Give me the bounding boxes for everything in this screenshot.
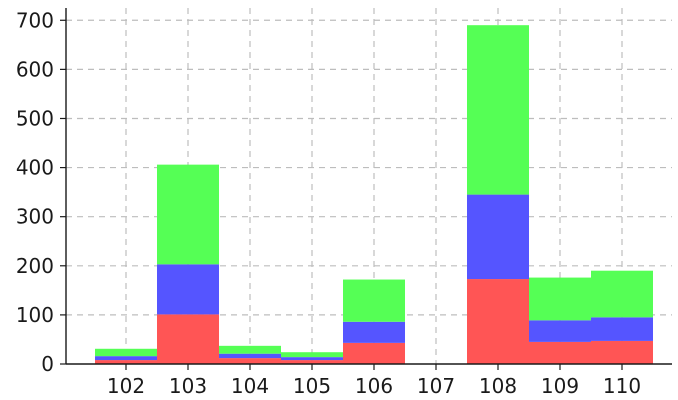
bar-segment-110-0	[591, 340, 653, 364]
x-tick-label: 104	[231, 374, 269, 398]
bar-segment-103-0	[157, 314, 219, 364]
bars	[95, 25, 653, 364]
y-tick-label: 300	[16, 205, 54, 229]
bar-segment-109-0	[529, 341, 591, 364]
bar-segment-109-1	[529, 320, 591, 342]
bar-segment-106-2	[343, 279, 405, 322]
y-axis-ticks: 0 100 200 300 400 500 600 700	[16, 8, 66, 376]
bar-segment-104-1	[219, 353, 281, 359]
y-tick-label: 0	[41, 352, 54, 376]
x-tick-label: 107	[417, 374, 455, 398]
bar-segment-110-1	[591, 317, 653, 341]
bar-segment-102-0	[95, 360, 157, 364]
bar-segment-105-2	[281, 352, 343, 358]
bar-segment-108-1	[467, 194, 529, 280]
x-tick-label: 105	[293, 374, 331, 398]
x-axis-ticks: 102 103 104 105 106 107 108 109 110	[107, 364, 641, 398]
bar-segment-103-1	[157, 264, 219, 315]
x-tick-label: 108	[479, 374, 517, 398]
bar-segment-102-2	[95, 348, 157, 357]
y-tick-label: 200	[16, 254, 54, 278]
bar-segment-108-2	[467, 25, 529, 195]
bar-segment-102-1	[95, 356, 157, 361]
x-tick-label: 110	[603, 374, 641, 398]
y-tick-label: 700	[16, 8, 54, 32]
y-tick-label: 600	[16, 57, 54, 81]
x-tick-label: 106	[355, 374, 393, 398]
y-tick-label: 100	[16, 303, 54, 327]
bar-segment-108-0	[467, 279, 529, 364]
bar-segment-104-2	[219, 345, 281, 354]
bar-segment-110-2	[591, 270, 653, 318]
bar-segment-109-2	[529, 277, 591, 321]
bar-segment-103-2	[157, 164, 219, 265]
bar-segment-106-1	[343, 321, 405, 343]
bar-segment-105-1	[281, 357, 343, 361]
y-tick-label: 400	[16, 156, 54, 180]
x-tick-label: 102	[107, 374, 145, 398]
axes	[65, 8, 672, 365]
y-tick-label: 500	[16, 106, 54, 130]
bar-segment-105-0	[281, 360, 343, 364]
bar-segment-106-0	[343, 342, 405, 364]
x-tick-label: 103	[169, 374, 207, 398]
x-tick-label: 109	[541, 374, 579, 398]
bar-segment-104-0	[219, 358, 281, 364]
